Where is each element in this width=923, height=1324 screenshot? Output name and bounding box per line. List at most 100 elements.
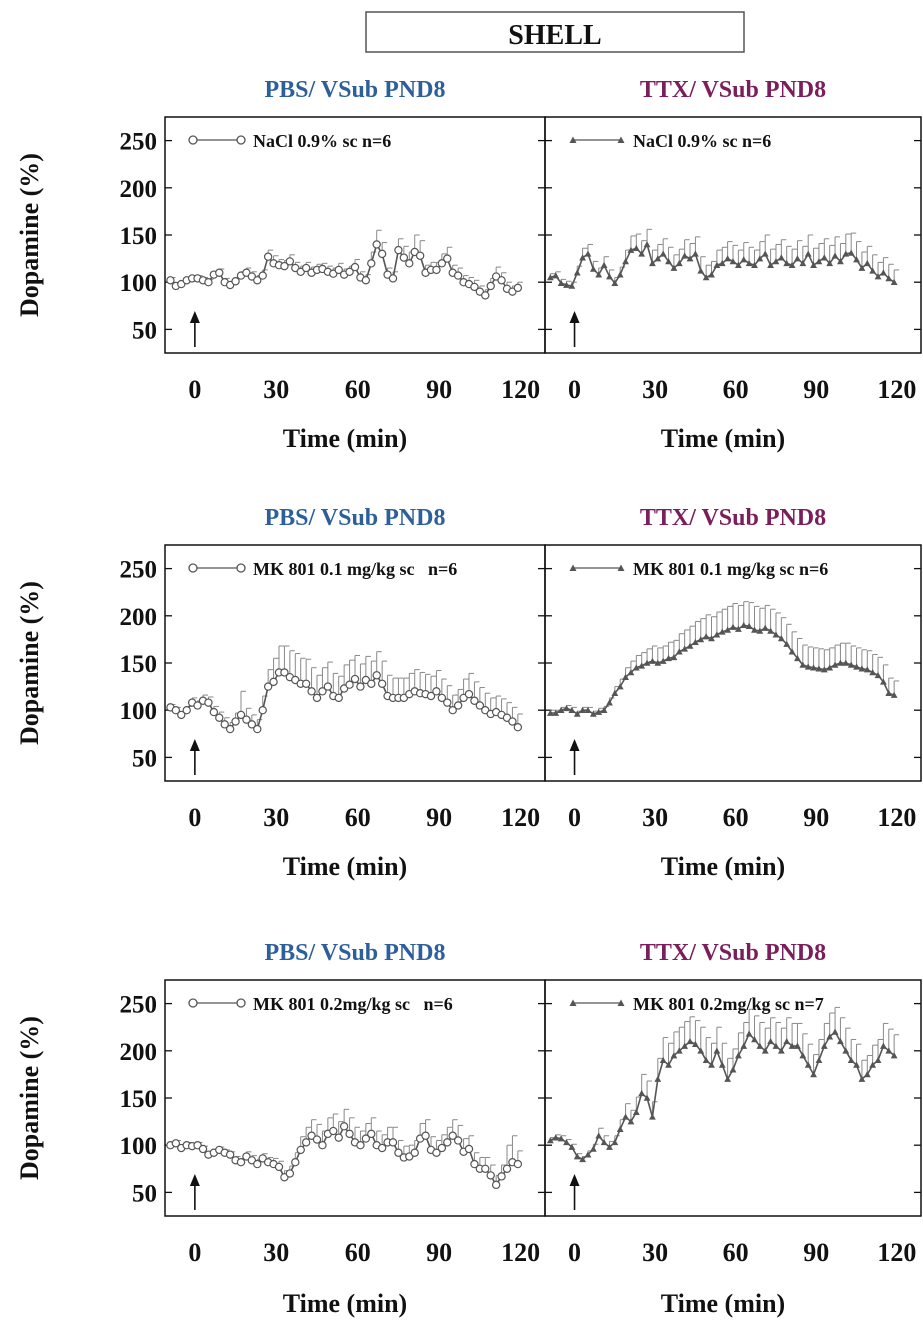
x-tick-label: 30 [263, 1238, 289, 1267]
data-point [794, 255, 801, 262]
data-point [448, 1131, 457, 1140]
data-point [209, 707, 219, 717]
legend-label: MK 801 0.2mg/kg sc n=6 [253, 994, 453, 1014]
x-tick-label: 90 [803, 375, 829, 404]
panel-6: TTX/ VSub PND8 0 30 60 90 120 Time (min) MK 801… [544, 940, 922, 1318]
data-point [627, 246, 635, 253]
data-point [863, 1071, 871, 1078]
data-point [334, 1133, 343, 1142]
data-point [421, 1131, 430, 1140]
data-point [606, 1143, 613, 1150]
data-point [269, 677, 278, 687]
data-point [410, 1148, 419, 1157]
data-point [708, 1061, 715, 1068]
data-point [356, 682, 365, 691]
data-point [600, 1138, 608, 1146]
data-point [394, 1148, 403, 1157]
data-point [171, 706, 181, 715]
data-point [788, 648, 796, 655]
data-point [761, 624, 769, 631]
data-point [820, 1042, 828, 1049]
x-tick-label: 0 [568, 1238, 581, 1267]
data-point [842, 1047, 850, 1054]
data-point [799, 661, 807, 668]
data-point [713, 631, 721, 638]
y-tick-label: 100 [120, 1133, 158, 1160]
data-point [702, 633, 710, 640]
data-point [847, 661, 855, 668]
data-point [399, 253, 409, 262]
data-point [372, 240, 381, 249]
panel-1: PBS/ VSub PND8 50 100 150 200 250 0 30 60 90 120 Ti… [15, 77, 546, 453]
x-axis-label: Time (min) [283, 852, 407, 881]
data-point [734, 1052, 742, 1059]
data-point [767, 261, 774, 269]
data-point [611, 279, 619, 286]
legend-label: MK 801 0.2mg/kg sc n=7 [633, 994, 824, 1014]
plot-frame [164, 116, 546, 354]
data-point [356, 1140, 365, 1150]
data-point [686, 642, 694, 649]
data-point [670, 653, 678, 661]
data-point [546, 1137, 554, 1144]
data-point [804, 250, 812, 257]
data-point [858, 1075, 866, 1082]
data-point [713, 261, 721, 269]
data-point [643, 659, 651, 666]
data-point [649, 259, 656, 267]
data-point [815, 258, 823, 265]
data-point [692, 250, 699, 257]
y-axis-label: Dopamine (%) [15, 153, 44, 317]
data-point [632, 244, 640, 252]
data-point [443, 254, 452, 263]
data-point [772, 631, 780, 638]
x-tick-label: 0 [568, 375, 581, 404]
data-point [659, 1056, 667, 1064]
data-point [772, 1042, 780, 1049]
data-point [225, 724, 235, 734]
data-point [557, 706, 565, 713]
data-point [874, 671, 882, 679]
data-point [643, 1094, 651, 1101]
data-point [443, 1138, 452, 1147]
data-point [820, 254, 828, 261]
data-point [453, 1136, 463, 1145]
data-point [285, 1169, 295, 1178]
injection-arrow-head [569, 1174, 580, 1186]
data-point [377, 249, 387, 259]
data-point [231, 717, 240, 726]
data-point [847, 1056, 855, 1064]
x-tick-label: 120 [877, 1238, 916, 1267]
data-point [497, 1172, 506, 1181]
data-point [729, 1066, 737, 1073]
data-point [761, 1047, 769, 1054]
injection-arrow-head [189, 1174, 200, 1186]
data-point [606, 699, 613, 706]
data-point [253, 724, 262, 734]
data-point [611, 689, 619, 697]
data-point [810, 1071, 817, 1078]
data-point [367, 259, 376, 268]
data-point [874, 273, 882, 280]
data-point [301, 263, 311, 273]
data-point [301, 1138, 311, 1147]
data-point [616, 271, 624, 278]
data-point [783, 259, 791, 267]
data-point [697, 1047, 705, 1054]
data-point [600, 706, 608, 713]
data-point [345, 680, 354, 689]
data-point [508, 717, 517, 726]
data-point [513, 722, 523, 732]
data-point [486, 1171, 495, 1180]
data-point [826, 664, 834, 671]
data-point [756, 627, 764, 634]
data-point [740, 621, 748, 629]
data-point [584, 1151, 592, 1158]
data-point [632, 664, 640, 671]
data-point [491, 1180, 501, 1190]
x-axis-label: Time (min) [661, 1289, 785, 1318]
data-point [453, 271, 463, 280]
x-tick-label: 30 [263, 375, 289, 404]
